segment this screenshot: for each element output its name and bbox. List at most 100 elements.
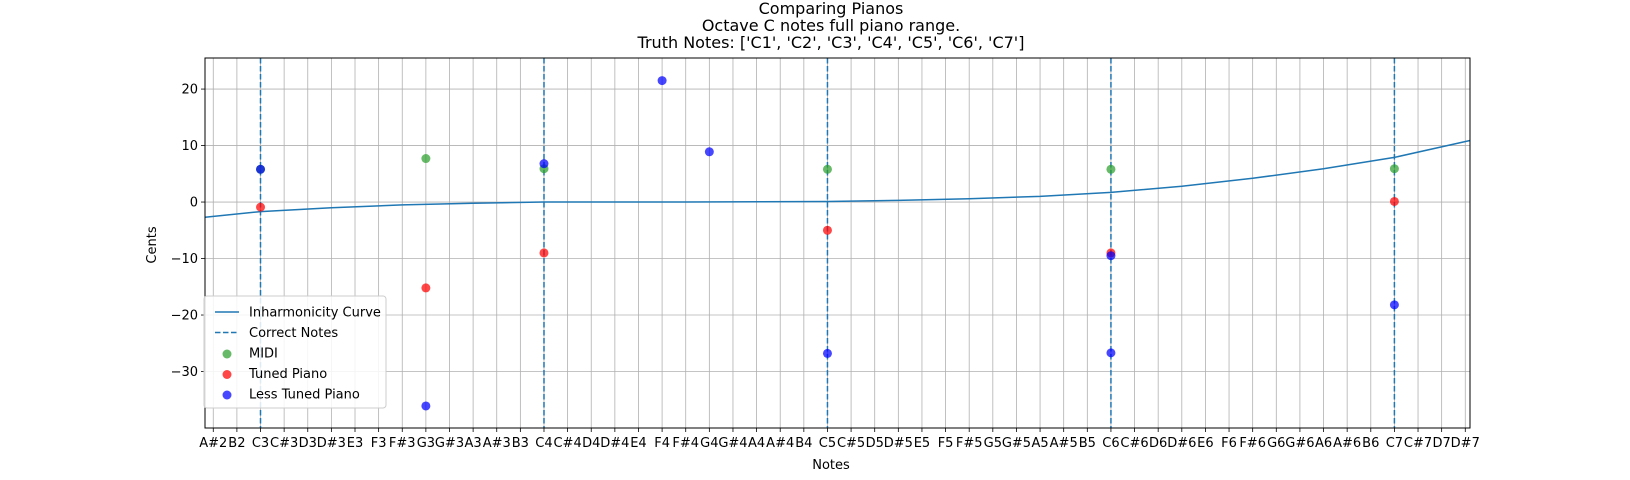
x-tick-label: D#3 (317, 436, 346, 451)
y-tick-label: 10 (181, 139, 198, 154)
x-tick-label: B2 (228, 436, 245, 451)
x-tick-label: E6 (1197, 436, 1214, 451)
x-tick-label: F3 (371, 436, 387, 451)
x-tick-label: C#7 (1404, 436, 1432, 451)
x-tick-label: F#3 (389, 436, 416, 451)
less-tuned-piano-point (657, 76, 667, 86)
x-tick-label: E3 (347, 436, 364, 451)
legend-label-inharmonicity-curve: Inharmonicity Curve (249, 306, 381, 321)
tuned-piano-point (256, 202, 266, 212)
inharmonicity-curve-line (204, 139, 1471, 219)
x-tick-label: D5 (866, 436, 884, 451)
x-tick-label: D#4 (600, 436, 629, 451)
x-tick-label: D#7 (1451, 436, 1480, 451)
legend-swatch-tuned-piano (222, 370, 232, 379)
x-tick-label: A3 (465, 436, 482, 451)
x-tick-label: A#4 (766, 436, 794, 451)
data-points (256, 76, 1399, 411)
chart-title: Comparing Pianos (759, 0, 904, 18)
x-tick-label: D4 (582, 436, 600, 451)
x-axis-label: Notes (812, 458, 850, 473)
x-tick-label: C#6 (1120, 436, 1148, 451)
less-tuned-piano-point (1389, 300, 1399, 310)
x-tick-label: G#4 (718, 436, 747, 451)
x-tick-label: F#4 (672, 436, 699, 451)
legend-label-midi: MIDI (249, 347, 278, 362)
x-tick-label: F#6 (1239, 436, 1266, 451)
x-tick-label: C#5 (837, 436, 865, 451)
legend-label-correct-notes: Correct Notes (249, 326, 338, 341)
tuned-piano-point (822, 225, 832, 235)
midi-point (421, 154, 431, 164)
x-tick-label: C#4 (553, 436, 581, 451)
x-tick-label: G6 (1267, 436, 1285, 451)
legend-box (203, 295, 387, 409)
x-tick-label: A4 (748, 436, 765, 451)
less-tuned-piano-point (421, 401, 431, 411)
x-tick-label: D6 (1149, 436, 1167, 451)
y-tick-label: 0 (190, 196, 198, 211)
y-axis-ticks: 20 10 0 −10 −20 −30 (171, 83, 205, 380)
legend-label-less-tuned-piano: Less Tuned Piano (249, 388, 360, 403)
y-tick-label: −10 (171, 252, 198, 267)
x-tick-label: E4 (630, 436, 647, 451)
less-tuned-piano-point (539, 159, 549, 169)
x-tick-label: C7 (1386, 436, 1403, 451)
chart-subtitle-truth-notes: Truth Notes: ['C1', 'C2', 'C3', 'C4', 'C… (637, 33, 1025, 52)
x-tick-label: C6 (1102, 436, 1119, 451)
x-tick-label: F4 (654, 436, 670, 451)
legend-label-tuned-piano: Tuned Piano (248, 367, 327, 382)
x-tick-label: A#6 (1333, 436, 1361, 451)
x-tick-label: C3 (252, 436, 269, 451)
y-tick-label: −20 (171, 309, 198, 324)
x-tick-label: F6 (1221, 436, 1237, 451)
x-tick-label: C5 (819, 436, 836, 451)
grid-lines (205, 58, 1470, 428)
tuned-piano-point (1389, 196, 1399, 206)
x-tick-label: A#3 (483, 436, 511, 451)
midi-point (1106, 164, 1116, 174)
x-tick-label: G3 (417, 436, 435, 451)
y-tick-label: −30 (171, 365, 198, 380)
x-tick-label: A#2 (199, 436, 227, 451)
y-axis-label: Cents (145, 226, 160, 263)
x-tick-label: G#5 (1002, 436, 1031, 451)
less-tuned-piano-point (822, 348, 832, 358)
less-tuned-piano-point (256, 164, 266, 174)
x-tick-label: A#5 (1050, 436, 1078, 451)
x-tick-label: F#5 (956, 436, 983, 451)
x-tick-label: E5 (914, 436, 931, 451)
midi-point (822, 164, 832, 174)
x-tick-label: D#6 (1167, 436, 1196, 451)
x-tick-label: D3 (299, 436, 317, 451)
tuned-piano-point (539, 248, 549, 258)
x-tick-label: D#5 (884, 436, 913, 451)
less-tuned-piano-point (1106, 348, 1116, 358)
tuned-piano-point (421, 283, 431, 293)
x-tick-label: F5 (938, 436, 954, 451)
legend-swatch-less-tuned-piano (222, 390, 232, 400)
x-tick-label: C#3 (270, 436, 298, 451)
x-tick-label: C4 (535, 436, 552, 451)
midi-point (1389, 164, 1399, 174)
legend-swatch-midi (222, 349, 232, 359)
chart-title-group: Comparing Pianos Octave C notes full pia… (637, 0, 1025, 52)
chart-subtitle: Octave C notes full piano range. (702, 16, 960, 35)
inharmonicity-curve-group (204, 139, 1471, 219)
x-tick-label: D7 (1433, 436, 1451, 451)
x-tick-label: B4 (795, 436, 812, 451)
x-tick-label: B5 (1079, 436, 1096, 451)
x-tick-label: B3 (512, 436, 529, 451)
x-axis-ticks: A#2 B2 C3 C#3 D3 D#3 E3 F3 F#3 G3 G#3 A3 A#3 B3 C4 C#4 D… (199, 428, 1480, 451)
x-tick-label: G5 (984, 436, 1002, 451)
y-tick-label: 20 (181, 83, 198, 98)
less-tuned-piano-point (1106, 251, 1116, 261)
x-tick-label: A5 (1031, 436, 1048, 451)
x-tick-label: G#3 (435, 436, 464, 451)
less-tuned-piano-point (704, 147, 714, 157)
x-tick-label: G#6 (1285, 436, 1314, 451)
x-tick-label: G4 (700, 436, 718, 451)
legend: Inharmonicity Curve Correct Notes MIDI Tune… (203, 295, 387, 409)
